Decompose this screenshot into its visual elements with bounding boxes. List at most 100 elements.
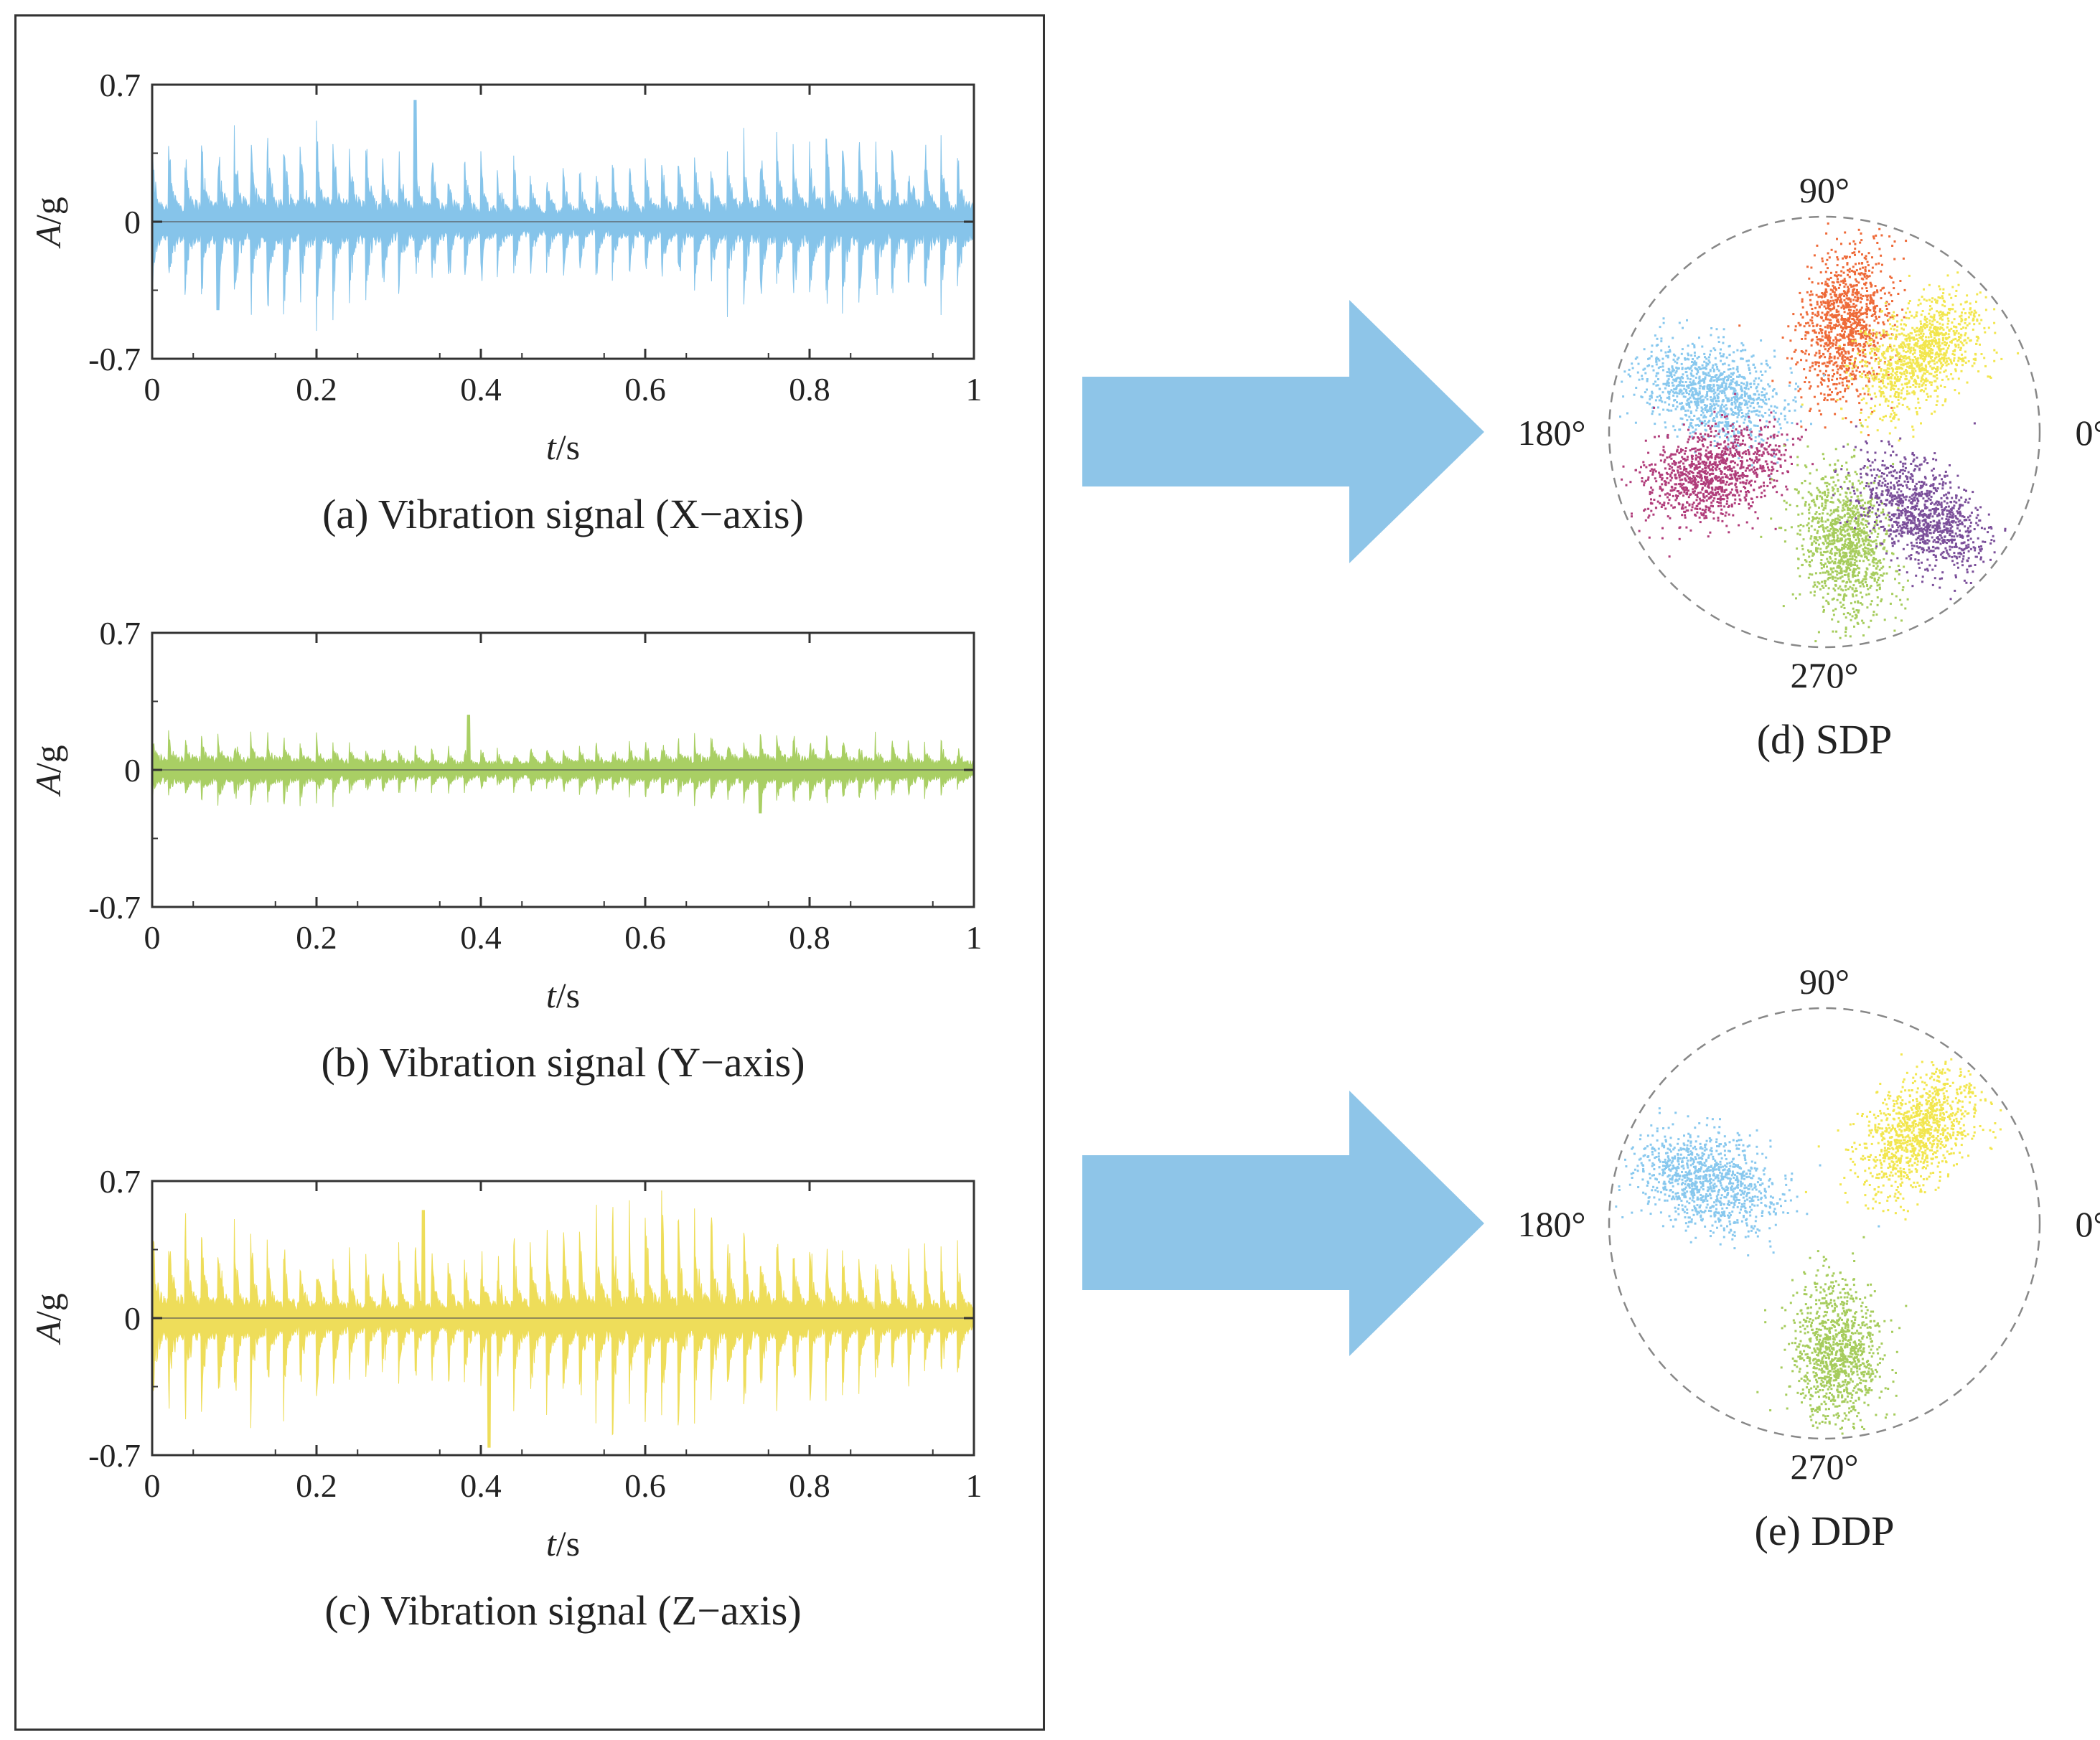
scatter-point (1758, 396, 1760, 399)
scatter-point (1781, 433, 1783, 436)
scatter-point (1852, 331, 1855, 334)
scatter-point (1676, 401, 1678, 404)
scatter-point (1704, 376, 1707, 379)
scatter-point (1944, 314, 1946, 316)
scatter-point (1770, 472, 1773, 475)
scatter-point (1692, 491, 1694, 493)
scatter-point (1832, 339, 1835, 342)
scatter-point (1735, 395, 1738, 398)
scatter-point (1883, 323, 1885, 326)
scatter-point (1713, 420, 1716, 423)
scatter-point (1857, 292, 1860, 294)
scatter-point (1821, 362, 1824, 365)
scatter-point (1811, 281, 1814, 283)
scatter-point (1678, 537, 1681, 540)
scatter-point (1680, 406, 1683, 409)
scatter-point (1686, 399, 1689, 402)
scatter-point (1836, 281, 1839, 283)
scatter-point (1875, 317, 1878, 320)
scatter-point (1736, 370, 1739, 373)
scatter-point (1739, 490, 1742, 493)
scatter-point (1884, 302, 1887, 305)
scatter-point (1693, 382, 1695, 385)
scatter-point (1730, 387, 1733, 390)
scatter-point (1725, 408, 1728, 410)
scatter-point (1918, 333, 1921, 336)
scatter-point (1694, 457, 1697, 460)
scatter-point (1845, 384, 1848, 387)
scatter-point (1708, 497, 1711, 499)
y-tick-label-a: 0.7 (100, 67, 141, 103)
scatter-point (1872, 302, 1875, 305)
scatter-point (1734, 403, 1737, 405)
scatter-point (1710, 413, 1713, 416)
scatter-point (1761, 443, 1764, 446)
x-tick-label-c: 1 (966, 1467, 983, 1504)
scatter-point (1887, 334, 1890, 337)
scatter-point (1829, 299, 1832, 302)
scatter-point (1741, 481, 1744, 484)
scatter-point (1722, 342, 1725, 344)
scatter-point (1936, 329, 1939, 331)
scatter-point (1921, 357, 1924, 360)
scatter-point (1865, 255, 1867, 258)
scatter-point (1725, 494, 1728, 497)
scatter-point (1931, 297, 1934, 300)
scatter-point (1848, 271, 1851, 273)
scatter-point (1896, 314, 1898, 316)
scatter-point (1919, 368, 1922, 371)
scatter-point (1802, 525, 1805, 527)
scatter-point (1844, 631, 1847, 634)
scatter-point (1684, 506, 1687, 509)
scatter-point (1882, 565, 1885, 568)
scatter-point (1684, 450, 1687, 453)
scatter-point (1690, 471, 1693, 474)
scatter-point (1829, 337, 1832, 339)
scatter-point (1843, 370, 1846, 373)
scatter-point (1883, 361, 1886, 364)
scatter-point (1953, 353, 1956, 356)
scatter-point (1667, 481, 1670, 484)
x-tick-label-c: 0 (144, 1467, 161, 1504)
scatter-point (1953, 318, 1956, 321)
scatter-point (1750, 355, 1753, 358)
scatter-point (1881, 419, 1884, 422)
scatter-point (1720, 409, 1723, 411)
scatter-point (1855, 316, 1858, 318)
scatter-point (1670, 457, 1673, 460)
scatter-point (1928, 298, 1931, 301)
scatter-point (1860, 424, 1863, 427)
scatter-point (1692, 431, 1694, 433)
scatter-point (1779, 466, 1782, 468)
scatter-point (1756, 458, 1758, 461)
scatter-point (1941, 337, 1944, 339)
scatter-point (1706, 387, 1709, 390)
scatter-point (1725, 466, 1728, 469)
scatter-point (1827, 285, 1830, 288)
scatter-point (1908, 302, 1910, 305)
scatter-point (1677, 469, 1679, 472)
scatter-point (1722, 458, 1725, 461)
scatter-point (1880, 234, 1883, 237)
scatter-point (1901, 309, 1904, 311)
scatter-point (1704, 372, 1707, 375)
scatter-point (1916, 311, 1918, 314)
scatter-point (1681, 367, 1684, 370)
scatter-point (1889, 415, 1892, 418)
scatter-point (1914, 343, 1917, 346)
scatter-point (1710, 412, 1713, 415)
scatter-point (1900, 360, 1903, 363)
scatter-point (1870, 357, 1873, 359)
scatter-point (1745, 521, 1748, 524)
scatter-point (1691, 342, 1694, 345)
scatter-point (1737, 412, 1740, 415)
scatter-point (1753, 472, 1756, 475)
scatter-point (1741, 474, 1744, 476)
scatter-point (1715, 486, 1717, 489)
scatter-point (1828, 341, 1831, 344)
scatter-point (1915, 344, 1918, 347)
scatter-point (1726, 500, 1728, 503)
scatter-point (1717, 336, 1720, 339)
scatter-point (1709, 370, 1712, 372)
